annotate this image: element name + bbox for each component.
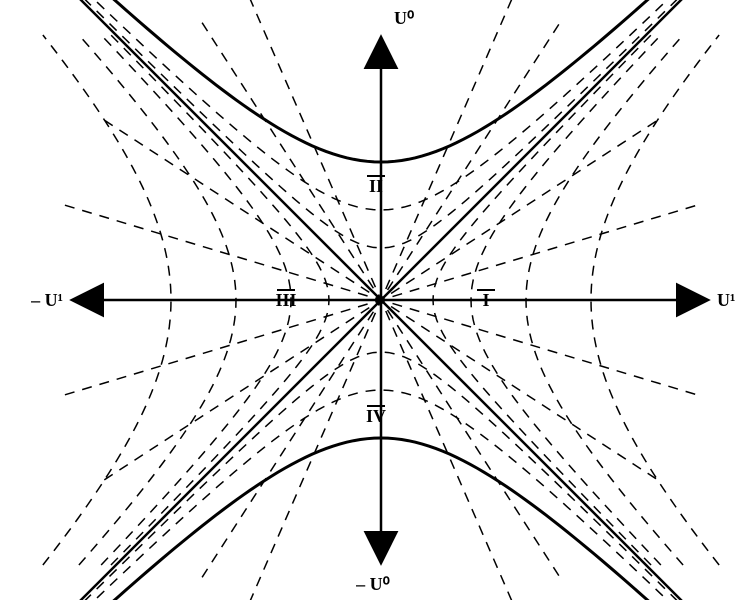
rindler-coordinate-diagram: IIIIIIIVU⁰– U⁰U¹– U¹ xyxy=(0,0,747,600)
axis-label-neg-y: – U⁰ xyxy=(355,574,390,594)
axis-label-pos-x: U¹ xyxy=(717,290,735,310)
axis-label-pos-y: U⁰ xyxy=(394,8,414,28)
axis-label-neg-x: – U¹ xyxy=(30,290,63,310)
quadrant-label-I: I xyxy=(482,290,489,310)
quadrant-label-IV: IV xyxy=(366,406,386,426)
quadrant-label-III: III xyxy=(275,290,296,310)
quadrant-label-II: II xyxy=(369,176,383,196)
